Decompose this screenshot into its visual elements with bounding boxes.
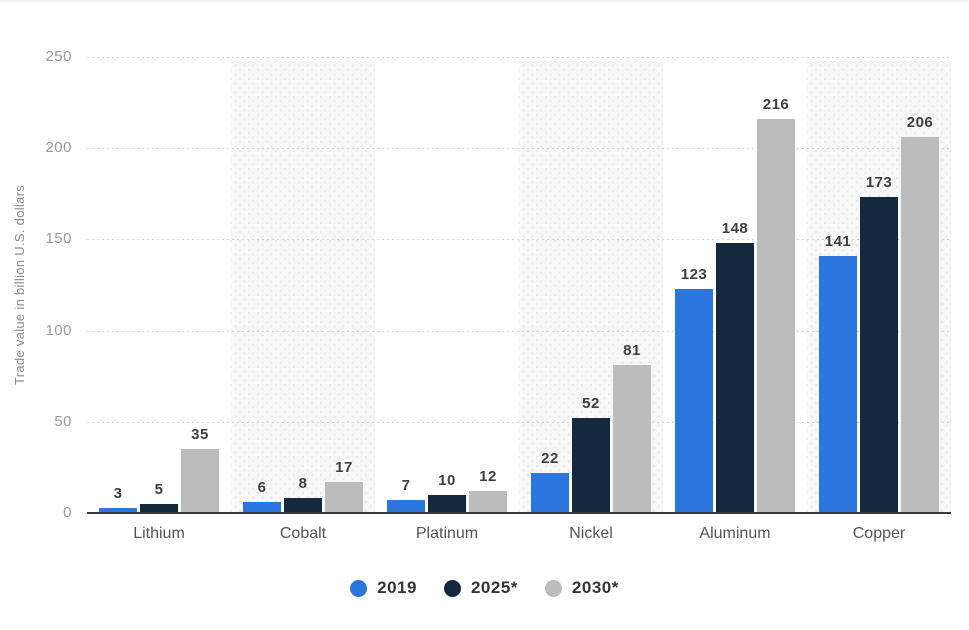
bar-value-copper-2030: 206 <box>906 114 934 132</box>
category-label-copper: Copper <box>852 525 906 542</box>
legend-item-2019[interactable]: 2019 <box>350 578 417 598</box>
bar-value-platinum-2019: 7 <box>401 477 411 495</box>
legend-marker-2019 <box>350 579 368 597</box>
gridline-100 <box>87 330 951 332</box>
bar-platinum-2025[interactable] <box>428 494 466 513</box>
category-label-aluminum: Aluminum <box>699 525 771 542</box>
gridline-200 <box>87 148 951 150</box>
legend-item-2025[interactable]: 2025* <box>443 578 518 598</box>
plot-area: 3 5 35 6 8 17 7 10 12 22 52 81 123 148 216 141 173 206 <box>87 57 951 514</box>
bar-value-lithium-2019: 3 <box>113 484 123 502</box>
gridline-150 <box>87 239 951 241</box>
bar-copper-2030[interactable] <box>901 137 939 513</box>
y-tick-label: 100 <box>45 321 72 339</box>
bar-copper-2019[interactable] <box>819 255 857 513</box>
bar-cobalt-2030[interactable] <box>325 482 363 513</box>
bar-platinum-2019[interactable] <box>387 500 425 513</box>
bar-cobalt-2025[interactable] <box>284 498 322 513</box>
bar-aluminum-2019[interactable] <box>675 288 713 513</box>
x-axis-line <box>87 512 951 514</box>
legend-marker-2030 <box>544 579 562 597</box>
column-band-cobalt <box>231 61 375 513</box>
category-label-nickel: Nickel <box>569 525 613 542</box>
y-tick-label: 50 <box>54 412 72 430</box>
bar-value-cobalt-2030: 17 <box>335 459 353 476</box>
category-label-platinum: Platinum <box>415 525 479 542</box>
y-tick-label: 200 <box>45 139 72 157</box>
bar-value-cobalt-2025: 8 <box>298 475 308 493</box>
bar-value-cobalt-2019: 6 <box>257 479 267 497</box>
legend-item-2030[interactable]: 2030* <box>544 578 619 598</box>
y-tick-label: 150 <box>45 230 72 248</box>
bar-value-nickel-2019: 22 <box>541 449 559 467</box>
gridline-50 <box>87 421 951 423</box>
bar-copper-2025[interactable] <box>860 197 898 513</box>
bar-platinum-2030[interactable] <box>469 491 507 513</box>
bar-aluminum-2025[interactable] <box>716 243 754 513</box>
bar-nickel-2025[interactable] <box>572 418 610 513</box>
legend-label-2019: 2019 <box>377 578 417 597</box>
legend-marker-2025 <box>443 579 461 597</box>
y-tick-label: 0 <box>63 504 72 521</box>
bar-value-aluminum-2030: 216 <box>762 96 790 114</box>
legend: 2019 2025* 2030* <box>0 578 969 598</box>
bar-nickel-2030[interactable] <box>613 365 651 513</box>
y-axis-title: Trade value in billion U.S. dollars <box>12 184 27 386</box>
bar-aluminum-2030[interactable] <box>757 119 795 513</box>
legend-label-2025: 2025* <box>470 578 518 597</box>
bar-value-aluminum-2025: 148 <box>721 220 749 238</box>
bar-value-lithium-2025: 5 <box>154 480 164 498</box>
bar-lithium-2019[interactable] <box>99 507 137 513</box>
category-label-lithium: Lithium <box>133 525 185 542</box>
bar-value-platinum-2030: 12 <box>479 468 497 486</box>
bar-lithium-2030[interactable] <box>181 449 219 513</box>
legend-label-2030: 2030* <box>571 578 619 597</box>
bar-value-nickel-2025: 52 <box>582 395 600 413</box>
bar-cobalt-2019[interactable] <box>243 502 281 513</box>
y-tick-label: 250 <box>45 48 72 65</box>
bar-lithium-2025[interactable] <box>140 503 178 513</box>
bar-value-lithium-2030: 35 <box>191 426 209 444</box>
bar-value-copper-2019: 141 <box>824 232 852 250</box>
bar-value-platinum-2025: 10 <box>438 471 456 489</box>
category-label-cobalt: Cobalt <box>279 525 327 542</box>
bar-value-nickel-2030: 81 <box>623 342 641 360</box>
bar-nickel-2019[interactable] <box>531 472 569 513</box>
bar-value-copper-2025: 173 <box>865 174 893 192</box>
bar-value-aluminum-2019: 123 <box>680 265 708 283</box>
gridline-250 <box>87 57 951 58</box>
